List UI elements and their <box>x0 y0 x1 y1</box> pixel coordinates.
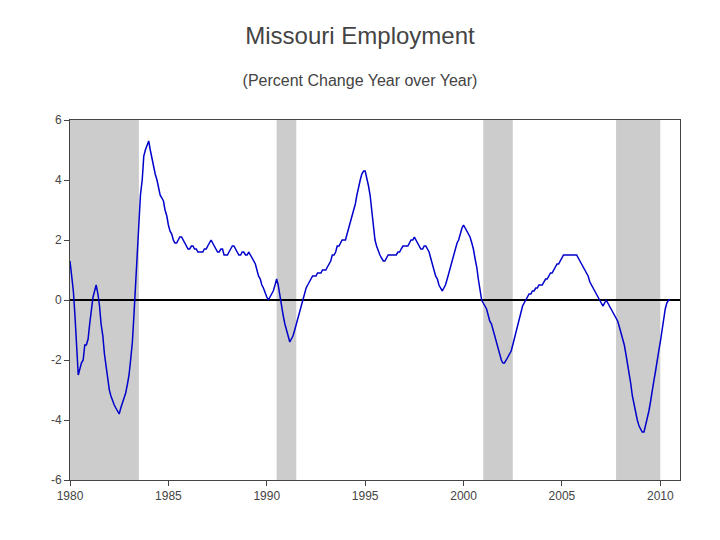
svg-text:-4: -4 <box>51 413 62 427</box>
svg-text:6: 6 <box>55 113 62 127</box>
svg-text:2000: 2000 <box>450 489 477 503</box>
svg-text:(Percent Change Year over Year: (Percent Change Year over Year) <box>243 72 478 89</box>
svg-text:1990: 1990 <box>253 489 280 503</box>
svg-text:1985: 1985 <box>155 489 182 503</box>
svg-text:-2: -2 <box>51 353 62 367</box>
svg-text:4: 4 <box>55 173 62 187</box>
svg-text:2005: 2005 <box>549 489 576 503</box>
svg-text:0: 0 <box>55 293 62 307</box>
svg-text:2: 2 <box>55 233 62 247</box>
svg-text:2010: 2010 <box>647 489 674 503</box>
svg-text:-6: -6 <box>51 473 62 487</box>
svg-text:1995: 1995 <box>352 489 379 503</box>
svg-text:1980: 1980 <box>57 489 84 503</box>
svg-text:Missouri Employment: Missouri Employment <box>245 22 475 49</box>
